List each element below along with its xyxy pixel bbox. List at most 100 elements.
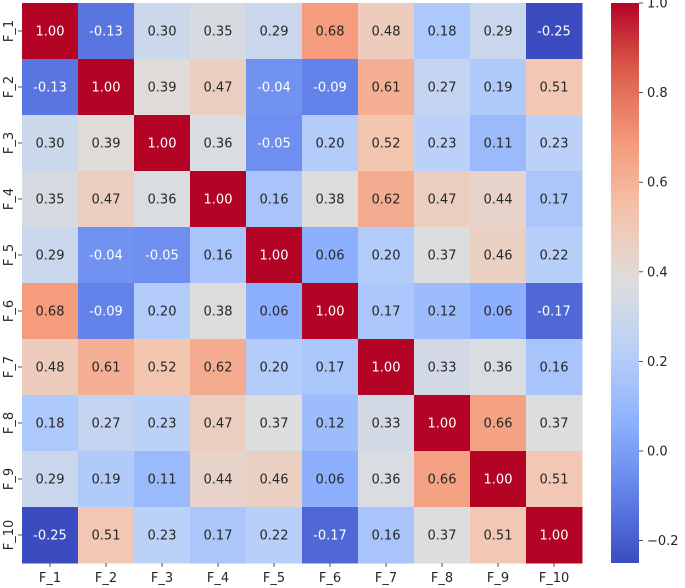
cell-label: 0.22	[260, 529, 289, 544]
colorbar-tick-label: 0.0	[647, 445, 668, 460]
cell-F_1-F_6	[302, 3, 359, 60]
cell-label: 0.48	[372, 25, 401, 40]
cell-F_7-F_2	[78, 339, 135, 396]
cell-F_10-F_1	[22, 507, 79, 564]
cell-F_1-F_1	[22, 3, 79, 60]
cell-label: 0.52	[148, 361, 177, 376]
cell-label: 1.00	[316, 305, 345, 320]
cell-F_8-F_10	[526, 395, 583, 452]
cell-F_7-F_5	[246, 339, 303, 396]
cell-F_3-F_9	[470, 115, 527, 172]
y-tick-label: F_7	[2, 356, 17, 378]
cell-F_4-F_5	[246, 171, 303, 228]
cell-F_4-F_9	[470, 171, 527, 228]
x-tick-label: F_2	[95, 571, 117, 586]
cell-label: 0.66	[484, 417, 513, 432]
cell-label: 0.38	[316, 193, 345, 208]
cell-F_7-F_4	[190, 339, 247, 396]
cell-F_4-F_8	[414, 171, 471, 228]
cell-F_10-F_8	[414, 507, 471, 564]
cell-label: 0.51	[92, 529, 121, 544]
cell-label: 0.36	[148, 193, 177, 208]
x-tick-label: F_4	[207, 571, 229, 586]
cell-label: 0.44	[204, 473, 233, 488]
cell-F_9-F_6	[302, 451, 359, 508]
cell-F_5-F_10	[526, 227, 583, 284]
y-axis: F_1 F_2 F_3 F_4 F_5 F_6 F_7 F_8 F_9 F_10	[2, 20, 22, 550]
cell-label: -0.17	[537, 305, 571, 320]
colorbar-tick-label: 0.2	[647, 355, 668, 370]
cell-label: -0.25	[537, 25, 571, 40]
cell-label: 1.00	[92, 81, 121, 96]
cell-F_3-F_1	[22, 115, 79, 172]
cell-label: 0.06	[316, 473, 345, 488]
cell-label: 0.44	[484, 193, 513, 208]
cell-F_8-F_5	[246, 395, 303, 452]
cell-label: -0.09	[89, 305, 123, 320]
y-tick-label: F_4	[2, 188, 17, 210]
cell-label: 0.37	[428, 529, 457, 544]
cell-F_7-F_9	[470, 339, 527, 396]
cell-F_1-F_9	[470, 3, 527, 60]
y-tick-label: F_2	[2, 76, 17, 98]
cell-F_5-F_6	[302, 227, 359, 284]
x-tick-label: F_10	[539, 571, 570, 586]
cell-F_10-F_10	[526, 507, 583, 564]
cell-label: 0.51	[484, 529, 513, 544]
cell-F_4-F_7	[358, 171, 415, 228]
cell-F_2-F_3	[134, 59, 191, 116]
cell-F_2-F_6	[302, 59, 359, 116]
cell-label: 0.46	[260, 473, 289, 488]
cell-F_5-F_9	[470, 227, 527, 284]
cell-label: 0.36	[372, 473, 401, 488]
cell-label: 0.68	[316, 25, 345, 40]
cell-label: 0.30	[36, 137, 65, 152]
cell-label: 0.68	[36, 305, 65, 320]
cell-F_4-F_3	[134, 171, 191, 228]
cell-F_5-F_5	[246, 227, 303, 284]
cell-label: 1.00	[540, 529, 569, 544]
cell-label: 0.33	[372, 417, 401, 432]
cell-F_8-F_4	[190, 395, 247, 452]
cell-F_6-F_7	[358, 283, 415, 340]
cell-F_3-F_10	[526, 115, 583, 172]
cell-F_9-F_9	[470, 451, 527, 508]
cell-F_10-F_3	[134, 507, 191, 564]
cell-label: 0.17	[316, 361, 345, 376]
cell-label: -0.17	[313, 529, 347, 544]
cell-label: 0.51	[540, 81, 569, 96]
cell-F_6-F_9	[470, 283, 527, 340]
cell-label: 0.16	[372, 529, 401, 544]
colorbar-tick-label: 0.8	[647, 86, 668, 101]
cell-label: 0.23	[540, 137, 569, 152]
cell-F_9-F_7	[358, 451, 415, 508]
y-tick-label: F_5	[2, 244, 17, 266]
cell-F_9-F_8	[414, 451, 471, 508]
cell-F_8-F_1	[22, 395, 79, 452]
colorbar-tick-label: −0.2	[647, 534, 679, 549]
cell-label: 0.47	[92, 193, 121, 208]
x-tick-label: F_8	[431, 571, 453, 586]
cell-F_1-F_5	[246, 3, 303, 60]
cell-label: 0.06	[316, 249, 345, 264]
cell-label: 0.19	[484, 81, 513, 96]
cell-label: 0.20	[148, 305, 177, 320]
cell-F_9-F_10	[526, 451, 583, 508]
cell-label: 0.62	[372, 193, 401, 208]
cell-F_2-F_8	[414, 59, 471, 116]
cell-label: 0.33	[428, 361, 457, 376]
cell-label: 0.23	[148, 417, 177, 432]
cell-F_4-F_1	[22, 171, 79, 228]
x-tick-label: F_1	[39, 571, 61, 586]
heatmap-cells: 1.00 -0.13 0.30 0.35 0.29 0.68 0.48 0.18 0.29 -0.…	[22, 3, 583, 564]
cell-F_10-F_4	[190, 507, 247, 564]
cell-label: 0.29	[260, 25, 289, 40]
cell-label: -0.13	[33, 81, 67, 96]
cell-F_2-F_9	[470, 59, 527, 116]
cell-F_9-F_1	[22, 451, 79, 508]
cell-label: 0.18	[36, 417, 65, 432]
cell-label: 0.30	[148, 25, 177, 40]
cell-F_10-F_6	[302, 507, 359, 564]
cell-label: 0.23	[148, 529, 177, 544]
colorbar-tick-label: 1.0	[647, 0, 668, 12]
